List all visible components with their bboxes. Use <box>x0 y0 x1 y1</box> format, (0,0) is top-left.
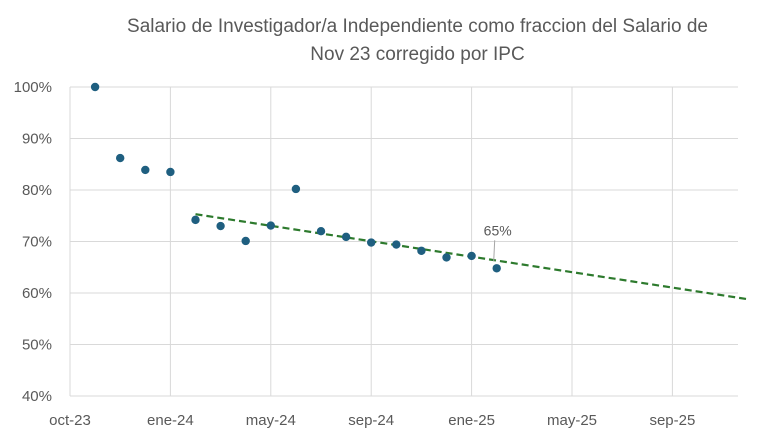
y-tick-label: 70% <box>22 234 52 251</box>
data-point <box>467 251 476 261</box>
data-point <box>191 215 200 225</box>
data-point <box>316 227 326 236</box>
data-point <box>241 236 250 246</box>
data-point <box>367 238 376 247</box>
data-point <box>492 264 501 273</box>
data-point <box>141 165 150 175</box>
chart-title-line-2: Nov 23 corregido por IPC <box>310 44 525 65</box>
x-tick-label: may-25 <box>547 412 597 429</box>
data-point <box>417 246 426 255</box>
x-tick-label: sep-24 <box>348 412 394 429</box>
x-tick-label: oct-23 <box>49 412 91 429</box>
x-tick-label: ene-24 <box>147 412 194 429</box>
data-point <box>90 82 100 92</box>
data-point <box>266 221 275 230</box>
annotation-label: 65% <box>484 222 512 238</box>
chart-title-line-1: Salario de Investigador/a Independiente … <box>127 16 708 37</box>
data-point <box>216 221 225 231</box>
data-point <box>442 253 451 262</box>
data-point <box>166 167 175 177</box>
annotation-leader-line <box>493 240 496 262</box>
y-tick-label: 90% <box>22 131 52 148</box>
y-tick-label: 40% <box>22 388 52 405</box>
data-point <box>291 184 301 194</box>
y-tick-label: 60% <box>22 285 52 302</box>
data-point <box>341 232 351 242</box>
y-tick-label: 100% <box>14 79 52 96</box>
x-tick-label: ene-25 <box>448 412 495 429</box>
x-tick-label: may-24 <box>246 412 296 429</box>
y-tick-label: 80% <box>22 182 52 199</box>
data-point <box>116 153 125 163</box>
x-tick-label: sep-25 <box>649 412 695 429</box>
data-point <box>392 240 401 249</box>
y-tick-label: 50% <box>22 337 52 354</box>
